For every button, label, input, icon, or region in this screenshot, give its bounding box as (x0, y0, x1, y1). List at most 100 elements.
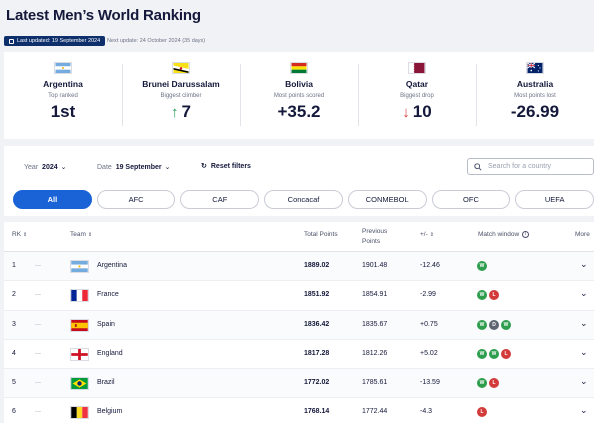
date-select[interactable]: Date 19 September ⌄ (97, 163, 170, 171)
result-win-icon: W (501, 319, 511, 330)
expand-row-button[interactable]: ⌄ (580, 376, 588, 387)
arrow-up-icon: ↑ (171, 103, 179, 121)
rank-cell: 4 (12, 349, 16, 357)
info-icon[interactable]: i (522, 231, 530, 238)
team-name[interactable]: England (97, 349, 123, 357)
expand-row-button[interactable]: ⌄ (580, 317, 588, 328)
argentina-flag-icon (70, 260, 89, 273)
tab-caf[interactable]: CAF (180, 190, 260, 209)
points-change: -12.46 (420, 262, 440, 269)
result-win-icon: W (477, 378, 487, 389)
ranking-table: RK ⇕ Team ⇕ Total Points Previous Points +/… (4, 222, 594, 423)
highlight-most-points-lost[interactable]: Australia Most points lost -26.99 (476, 52, 594, 139)
year-select[interactable]: Year 2024 ⌄ (24, 163, 67, 171)
search-icon (474, 162, 482, 171)
result-loss-icon: L (489, 290, 499, 301)
tab-all[interactable]: All (13, 190, 92, 209)
expand-row-button[interactable]: ⌄ (580, 288, 588, 299)
total-points-column-header: Total Points (304, 231, 338, 238)
tab-conmebol[interactable]: CONMEBOL (347, 190, 427, 209)
expand-row-button[interactable]: ⌄ (580, 405, 588, 416)
more-column-header: More (575, 231, 590, 238)
last-updated-text: Last updated: 19 September 2024 (17, 38, 101, 44)
search-placeholder: Search for a country (488, 163, 552, 170)
highlight-biggest-drop[interactable]: Qatar Biggest drop ↓ 10 (358, 52, 476, 139)
highlight-label: Biggest climber (160, 93, 202, 99)
total-points: 1836.42 (304, 320, 330, 328)
rank-cell: 5 (12, 379, 16, 387)
team-name[interactable]: Belgium (97, 408, 123, 416)
year-value: 2024 (42, 164, 58, 171)
rank-column-header[interactable]: RK ⇕ (12, 231, 28, 238)
points-change: -4.3 (420, 408, 433, 416)
page-title: Latest Men’s World Ranking (6, 7, 201, 24)
tab-uefa[interactable]: UEFA (515, 190, 594, 209)
team-column-header[interactable]: Team ⇕ (70, 231, 93, 238)
previous-points: 1785.61 (362, 379, 388, 387)
tab-concacaf[interactable]: Concacaf (264, 190, 343, 209)
result-win-icon: W (489, 348, 499, 359)
result-loss-icon: L (489, 378, 499, 389)
change-column-header[interactable]: +/- ⇕ (420, 231, 434, 238)
result-win-icon: W (477, 290, 487, 301)
brunei-flag-icon (172, 62, 190, 74)
team-name[interactable]: France (97, 291, 119, 299)
table-row[interactable]: 6 — Belgium 1768.14 1772.44 -4.3 L ⌄ (4, 398, 594, 423)
total-points: 1889.02 (304, 262, 330, 269)
search-input[interactable]: Search for a country (467, 158, 594, 175)
expand-row-button[interactable]: ⌄ (580, 346, 588, 357)
highlight-top-ranked[interactable]: Argentina Top ranked 1st (4, 52, 122, 139)
qatar-flag-icon (408, 62, 426, 74)
points-change: +0.75 (420, 320, 438, 328)
argentina-flag-icon (54, 62, 72, 74)
highlight-value: +35.2 (277, 102, 321, 121)
previous-points: 1854.91 (362, 291, 388, 299)
highlight-value: 1st (50, 102, 76, 121)
highlight-country: Australia (516, 79, 554, 89)
total-points: 1768.14 (304, 408, 330, 416)
rank-change-indicator: — (35, 263, 41, 269)
table-row[interactable]: 1 — Argentina 1889.02 1901.48 -12.46 W ⌄ (4, 252, 594, 282)
highlights-panel: Argentina Top ranked 1st Brunei Darussal… (4, 52, 594, 139)
total-points: 1817.28 (304, 349, 330, 357)
arrow-down-icon: ↓ (402, 103, 410, 121)
reset-filters-button[interactable]: ↻ Reset filters (201, 162, 251, 171)
highlight-most-points-scored[interactable]: Bolivia Most points scored +35.2 (240, 52, 358, 139)
result-draw-icon: D (489, 319, 499, 330)
filter-bar: Year 2024 ⌄ Date 19 September ⌄ ↻ Reset fi… (4, 146, 594, 186)
chevron-down-icon: ⌄ (60, 164, 67, 171)
highlight-biggest-climber[interactable]: Brunei Darussalam Biggest climber ↑ 7 (122, 52, 240, 139)
rank-change-indicator: — (35, 321, 41, 328)
previous-points: 1772.44 (362, 408, 388, 416)
rank-cell: 6 (12, 408, 16, 416)
team-name[interactable]: Spain (97, 320, 115, 328)
team-name[interactable]: Brazil (97, 379, 115, 387)
tab-afc[interactable]: AFC (96, 190, 176, 209)
tab-ofc[interactable]: OFC (431, 190, 511, 209)
belgium-flag-icon (70, 406, 89, 420)
rank-change-indicator: — (35, 350, 41, 357)
spain-flag-icon (70, 318, 89, 332)
previous-points: 1812.26 (362, 349, 388, 357)
highlight-country: Bolivia (285, 79, 313, 89)
points-change: +5.02 (420, 349, 438, 357)
australia-flag-icon (526, 62, 544, 74)
team-name[interactable]: Argentina (97, 262, 127, 269)
chevron-down-icon: ⌄ (164, 164, 171, 171)
expand-row-button[interactable]: ⌄ (580, 259, 588, 269)
highlight-country: Argentina (43, 79, 83, 89)
previous-points: 1901.48 (362, 262, 388, 269)
total-points: 1772.02 (304, 379, 330, 387)
rank-change-indicator: — (35, 292, 41, 299)
highlight-country: Brunei Darussalam (142, 79, 220, 89)
result-win-icon: W (477, 348, 487, 359)
england-flag-icon (70, 347, 89, 361)
